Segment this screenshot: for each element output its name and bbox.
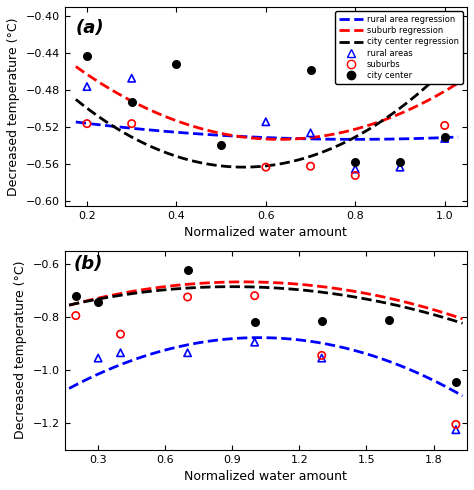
Point (385, 316, 392, 323)
Point (217, 141, 225, 149)
Point (318, 354, 326, 362)
Point (128, 98, 136, 106)
Point (94, 354, 102, 362)
Point (128, 120, 136, 127)
Point (72, 292, 80, 299)
Y-axis label: Decreased temperature (°C): Decreased temperature (°C) (7, 17, 20, 196)
Text: (a): (a) (76, 19, 104, 37)
Point (184, 267, 191, 274)
Y-axis label: Decreased temperature (°C): Decreased temperature (°C) (14, 261, 27, 440)
Point (441, 135, 448, 143)
Point (441, 122, 448, 129)
Point (452, 378, 460, 386)
Point (83, 83, 91, 91)
X-axis label: Normalized water amount: Normalized water amount (184, 226, 347, 240)
Point (452, 420, 460, 428)
Point (396, 163, 404, 171)
Point (251, 292, 258, 299)
Point (83, 120, 91, 127)
Point (72, 312, 80, 319)
Point (352, 165, 359, 173)
Point (352, 172, 359, 179)
Text: (b): (b) (73, 255, 103, 273)
Point (307, 162, 314, 170)
Point (117, 330, 124, 338)
Point (307, 66, 314, 74)
Point (318, 351, 326, 359)
Point (83, 52, 91, 60)
Point (128, 74, 136, 82)
Point (441, 133, 448, 141)
Point (184, 349, 191, 357)
Point (251, 338, 258, 346)
Point (352, 158, 359, 166)
Point (318, 317, 326, 325)
Point (94, 298, 102, 306)
Point (307, 129, 314, 137)
Point (262, 163, 270, 171)
Point (173, 60, 180, 68)
Point (452, 426, 460, 434)
Point (262, 118, 270, 125)
Point (251, 318, 258, 326)
Point (396, 158, 404, 166)
Legend: rural area regression, suburb regression, city center regression, rural areas, s: rural area regression, suburb regression… (335, 11, 463, 84)
Point (117, 349, 124, 357)
X-axis label: Normalized water amount: Normalized water amount (184, 470, 347, 483)
Point (184, 293, 191, 301)
